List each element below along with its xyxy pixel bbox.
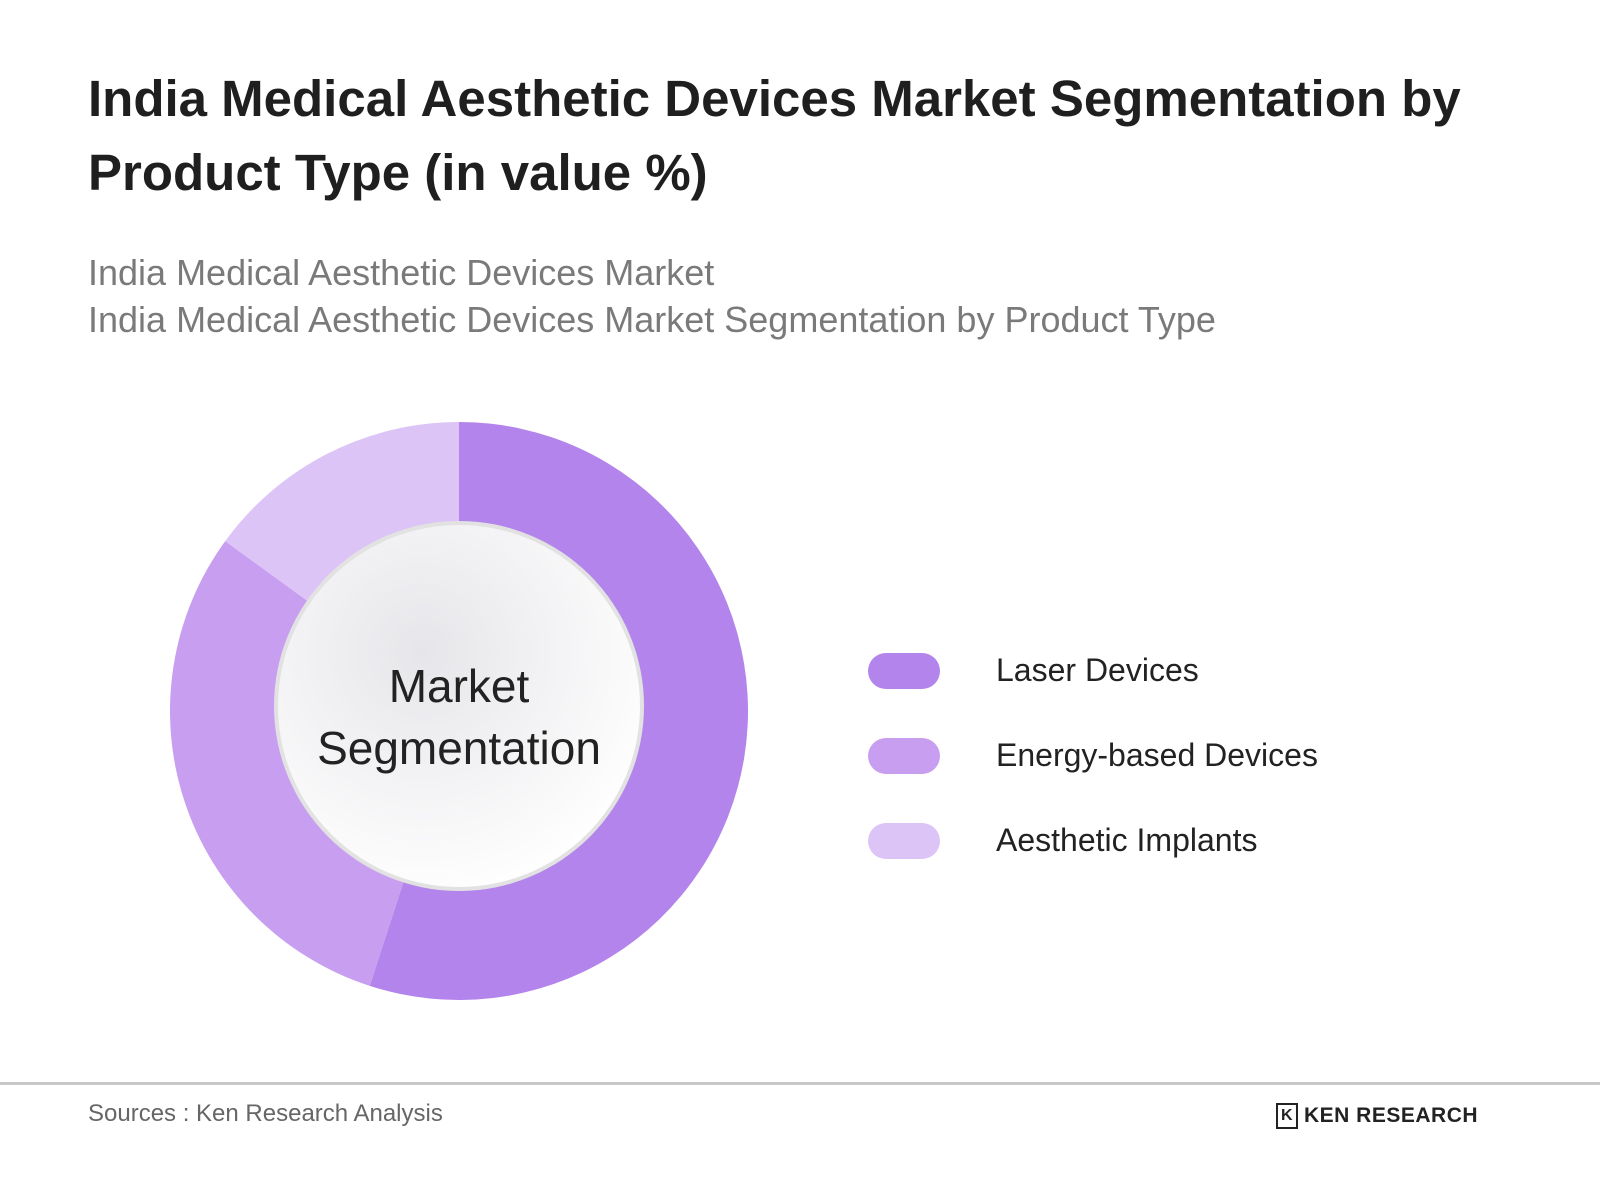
source-note: Sources : Ken Research Analysis [88, 1100, 443, 1127]
center-disc [278, 525, 640, 887]
legend-swatch [868, 652, 940, 689]
legend-item-implants: Aesthetic Implants [868, 798, 1318, 883]
legend-label: Aesthetic Implants [996, 822, 1258, 858]
ken-research-logo: K KEN RESEARCH [1276, 1103, 1478, 1129]
chart-title: India Medical Aesthetic Devices Market S… [88, 70, 1461, 201]
center-label: Market Segmentation [279, 655, 639, 779]
logo-text: KEN RESEARCH [1304, 1104, 1479, 1127]
legend: Laser Devices Energy-based Devices Aesth… [868, 628, 1318, 883]
legend-item-energy: Energy-based Devices [868, 713, 1318, 798]
legend-item-laser: Laser Devices [868, 628, 1318, 713]
subtitle-line-1: India Medical Aesthetic Devices Market [88, 252, 715, 293]
footer-divider [0, 1082, 1600, 1085]
legend-swatch [868, 822, 940, 859]
center-label-line-2: Segmentation [317, 722, 601, 774]
legend-swatch [868, 737, 940, 774]
center-label-line-1: Market [388, 660, 530, 712]
legend-label: Laser Devices [996, 652, 1199, 688]
subtitle-line-2: India Medical Aesthetic Devices Market S… [88, 299, 1216, 340]
logo-mark-icon: K [1276, 1103, 1298, 1129]
legend-label: Energy-based Devices [996, 737, 1318, 773]
